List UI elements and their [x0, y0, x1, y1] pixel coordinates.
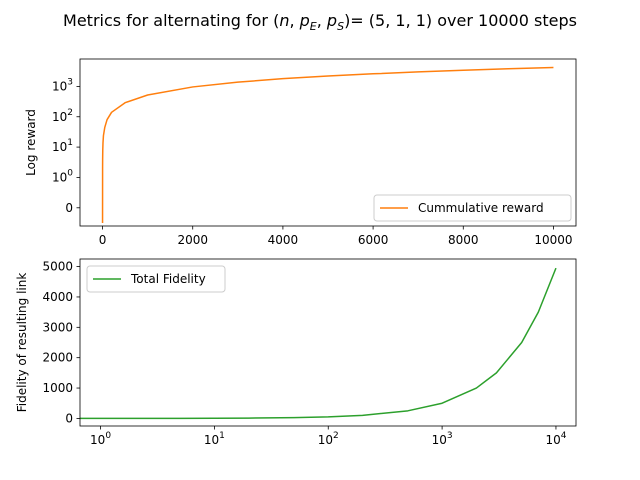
reward-y-tick-label-2-exponent: 1 [67, 138, 73, 148]
log-reward-axis-label: Log reward [24, 109, 38, 176]
reward-y-tick-label-2-base: 10 [52, 140, 67, 154]
title-prefix: Metrics for alternating for ( [63, 11, 279, 30]
fidelity-x-tick-label-0-exponent: 0 [105, 431, 111, 441]
title-sep-2: , [317, 11, 327, 30]
reward-x-tick-label-0: 0 [99, 233, 107, 247]
fidelity-y-tick-label-1: 1000 [42, 381, 73, 395]
fidelity-x-tick-label-0-base: 10 [90, 433, 105, 447]
reward-y-tick-label-3: 102 [52, 108, 73, 124]
title-var-n: n [279, 11, 289, 30]
reward-y-tick-label-4-base: 10 [52, 79, 67, 93]
title-sep-1: , [289, 11, 299, 30]
fidelity-x-tick-label-4: 104 [545, 431, 566, 447]
fidelity-x-tick-label-1-base: 10 [204, 433, 219, 447]
fidelity-x-tick-label-2-base: 10 [318, 433, 333, 447]
reward-legend-label: Cummulative reward [418, 201, 544, 215]
fidelity-x-tick-label-1: 101 [204, 431, 225, 447]
fidelity-x-tick-label-3-base: 10 [432, 433, 447, 447]
reward-y-tick-label-3-base: 10 [52, 110, 67, 124]
fidelity-x-tick-label-4-exponent: 4 [561, 431, 567, 441]
fidelity-axis-label: Fidelity of resulting link [15, 273, 29, 413]
reward-x-tick-label-2: 4000 [268, 233, 299, 247]
title-suffix: )= (5, 1, 1) over 10000 steps [344, 11, 577, 30]
title-var-pe-sub: E [310, 20, 317, 33]
fidelity-legend-box [86, 265, 226, 293]
reward-x-tick-label-1: 2000 [177, 233, 208, 247]
fidelity-y-tick-label-2: 2000 [42, 351, 73, 365]
reward-y-tick-label-1: 100 [52, 168, 73, 184]
fidelity-x-tick-label-3: 103 [432, 431, 453, 447]
title-var-pe: p [299, 11, 310, 30]
title-var-ps-sub: S [337, 20, 344, 33]
fidelity-y-tick-label-0: 0 [65, 411, 73, 425]
reward-axes-frame [79, 58, 577, 227]
reward-y-tick-label-1-exponent: 0 [67, 168, 73, 178]
reward-x-tick-label-3: 6000 [358, 233, 389, 247]
reward-y-tick-label-1-base: 10 [52, 170, 67, 184]
fidelity-y-tick-label-3: 3000 [42, 320, 73, 334]
reward-y-tick-label-3-exponent: 2 [67, 108, 73, 118]
fidelity-y-tick-label-5: 5000 [42, 260, 73, 274]
title-var-ps: p [326, 11, 337, 30]
fidelity-x-tick-label-3-exponent: 3 [447, 431, 453, 441]
reward-legend-box [373, 194, 572, 222]
reward-x-tick-label-4: 8000 [448, 233, 479, 247]
fidelity-x-tick-label-1-exponent: 1 [219, 431, 225, 441]
total-fidelity-chart: 100 101 102 103 104010002000300040005000Fide… [15, 258, 577, 447]
fidelity-x-tick-label-4-base: 10 [545, 433, 560, 447]
reward-y-tick-label-4: 103 [52, 77, 73, 93]
reward-y-tick-label-0: 0 [65, 201, 73, 215]
fidelity-x-tick-label-0: 100 [90, 431, 111, 447]
reward-y-tick-label-0-base: 0 [65, 201, 73, 215]
fidelity-x-tick-label-2-exponent: 2 [333, 431, 339, 441]
fidelity-series-line-0 [80, 267, 557, 420]
figure-title: Metrics for alternating for (n, pE, pS)=… [63, 11, 577, 33]
reward-x-tick-label-5: 10000 [534, 233, 572, 247]
reward-series-line-0 [101, 66, 554, 223]
reward-y-tick-label-4-exponent: 3 [67, 77, 73, 87]
fidelity-x-tick-label-2: 102 [318, 431, 339, 447]
fidelity-y-tick-label-4: 4000 [42, 290, 73, 304]
reward-y-tick-label-2: 101 [52, 138, 73, 154]
fidelity-legend-label: Total Fidelity [130, 272, 206, 286]
